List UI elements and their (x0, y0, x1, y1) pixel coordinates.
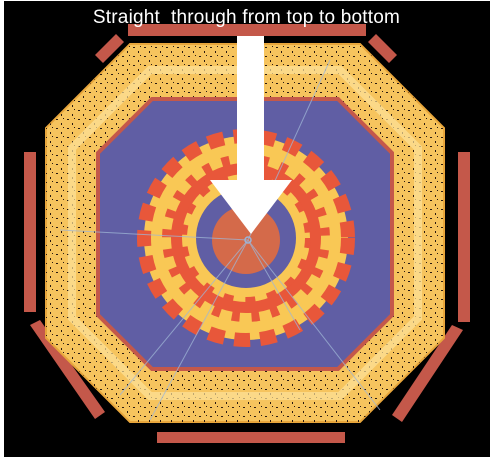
caption-title: Straight through from top to bottom (92, 7, 401, 28)
down-arrow-icon (210, 36, 292, 234)
outer-frame-bars (24, 24, 470, 443)
